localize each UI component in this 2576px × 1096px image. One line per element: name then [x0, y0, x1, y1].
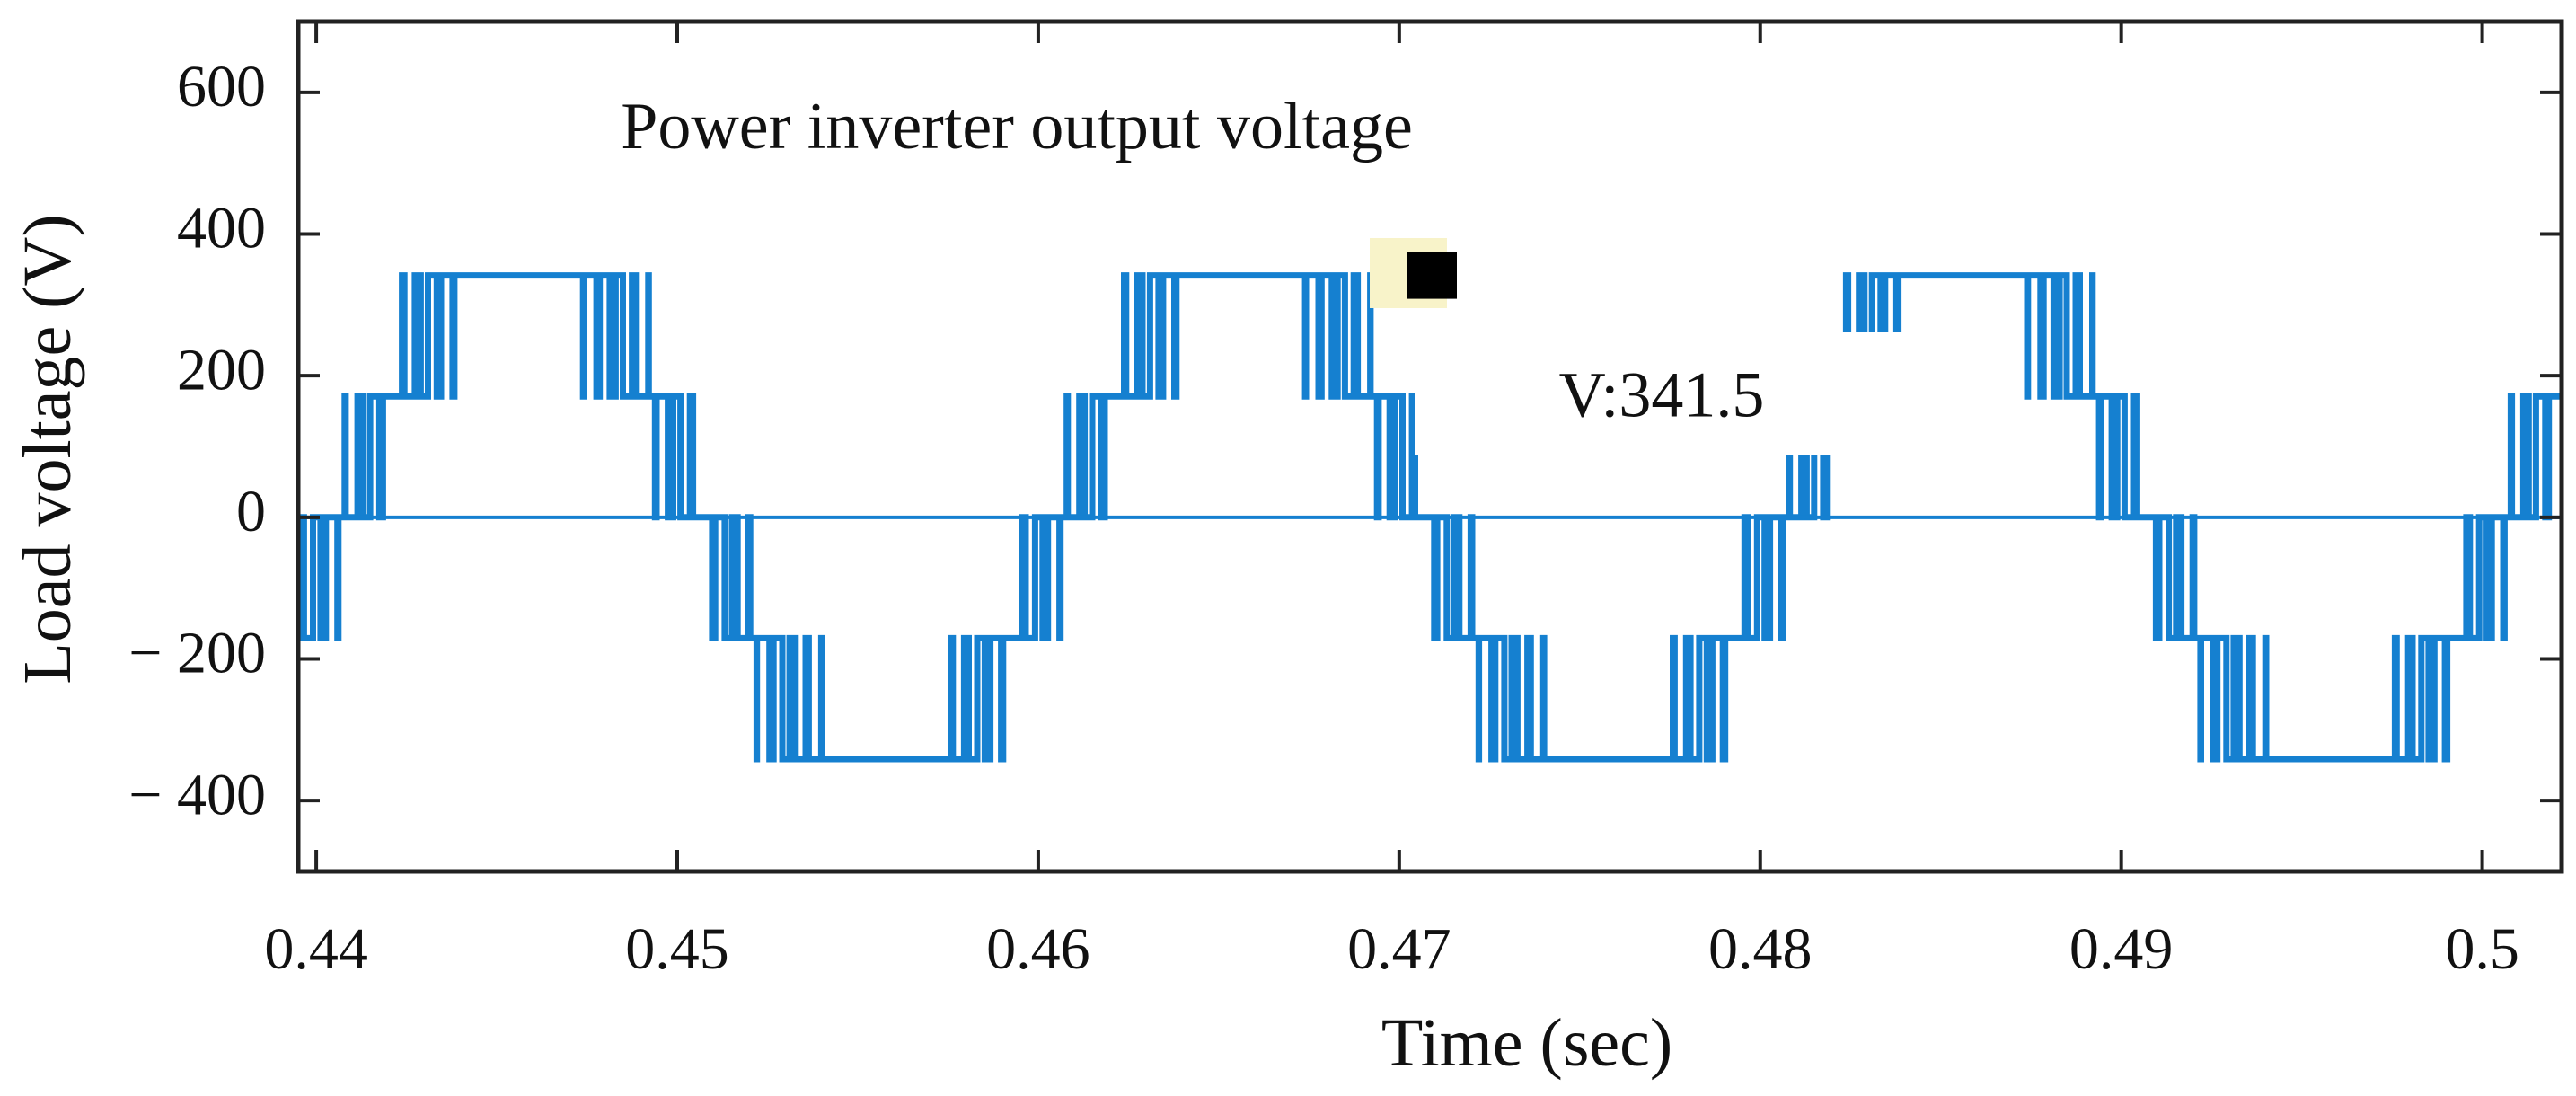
x-tick-label: 0.49 [2069, 916, 2174, 982]
y-tick-label: − 400 [128, 762, 266, 827]
y-tick-label: 600 [177, 54, 266, 119]
x-tick-label: 0.47 [1347, 916, 1451, 982]
datatip-label: V:341.5 [1559, 359, 1765, 431]
x-tick-label: 0.44 [264, 916, 368, 982]
x-tick-label: 0.46 [986, 916, 1090, 982]
datatip-box [1415, 332, 1909, 455]
chart-title: Power inverter output voltage [621, 90, 1413, 164]
x-tick-label: 0.48 [1708, 916, 1813, 982]
y-tick-label: − 200 [128, 621, 266, 686]
datatip-marker[interactable] [1407, 252, 1457, 299]
y-axis-ticks: 600 400 200 0 − 200 − 400 [128, 54, 2562, 827]
x-tick-label: 0.5 [2445, 916, 2519, 982]
x-axis-label: Time (sec) [1381, 1005, 1672, 1081]
datatip[interactable]: V:341.5 [1370, 238, 1909, 455]
plot-frame [296, 19, 2564, 874]
y-tick-label: 400 [177, 196, 266, 261]
x-axis-ticks: 0.44 0.45 0.46 0.47 0.48 0.49 0.5 [264, 22, 2519, 982]
y-tick-label: 0 [236, 479, 266, 544]
y-tick-label: 200 [177, 337, 266, 402]
x-tick-label: 0.45 [625, 916, 729, 982]
y-axis-label: Load voltage (V) [10, 214, 85, 684]
